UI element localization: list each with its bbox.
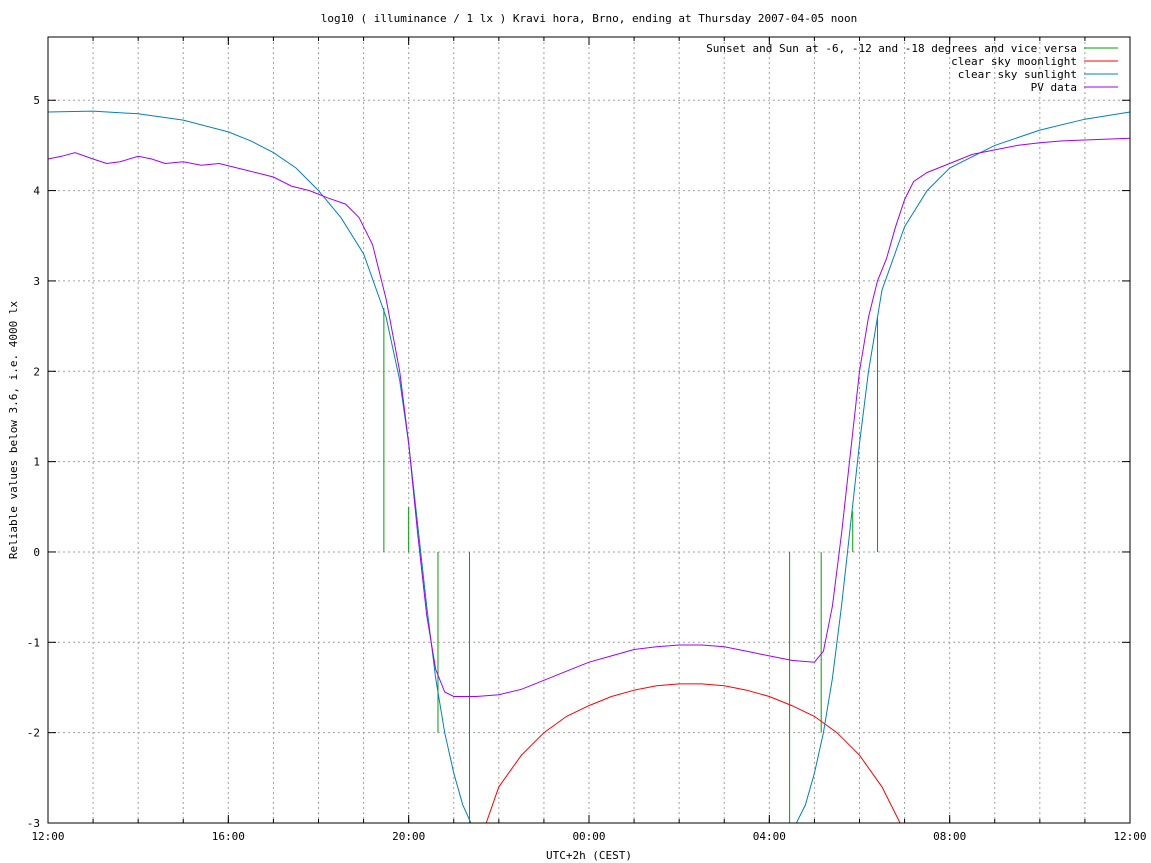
x-tick-label: 08:00 xyxy=(933,830,966,843)
series-1 xyxy=(485,683,901,824)
x-tick-label: 00:00 xyxy=(572,830,605,843)
legend-label: clear sky moonlight xyxy=(951,55,1077,68)
x-tick-label: 20:00 xyxy=(392,830,425,843)
y-axis-label: Reliable values below 3.6, i.e. 4000 lx xyxy=(7,300,20,559)
series-0 xyxy=(383,308,879,823)
series-line xyxy=(47,110,1131,824)
chart-title: log10 ( illuminance / 1 lx ) Kravi hora,… xyxy=(321,12,857,25)
y-tick-label: 1 xyxy=(33,456,40,469)
legend: Sunset and Sun at -6, -12 and -18 degree… xyxy=(706,42,1118,94)
legend-label: clear sky sunlight xyxy=(958,68,1077,81)
series-2 xyxy=(47,110,1131,824)
plot-series xyxy=(47,110,1131,824)
x-axis-label: UTC+2h (CEST) xyxy=(546,849,632,862)
y-tick-label: 4 xyxy=(33,185,40,198)
y-tick-label: -2 xyxy=(27,727,40,740)
x-tick-label: 12:00 xyxy=(31,830,64,843)
x-tick-label: 12:00 xyxy=(1113,830,1146,843)
y-tick-label: 5 xyxy=(33,94,40,107)
x-tick-label: 04:00 xyxy=(753,830,786,843)
x-tick-label: 16:00 xyxy=(212,830,245,843)
y-tick-label: -3 xyxy=(27,817,40,830)
y-tick-label: 3 xyxy=(33,275,40,288)
legend-label: PV data xyxy=(1031,81,1077,94)
series-line xyxy=(47,137,1131,697)
legend-label: Sunset and Sun at -6, -12 and -18 degree… xyxy=(706,42,1077,55)
series-3 xyxy=(47,137,1131,697)
y-tick-label: 2 xyxy=(33,365,40,378)
grid xyxy=(48,37,1130,823)
y-tick-label: 0 xyxy=(33,546,40,559)
y-tick-label: -1 xyxy=(27,636,40,649)
series-line xyxy=(485,683,901,824)
